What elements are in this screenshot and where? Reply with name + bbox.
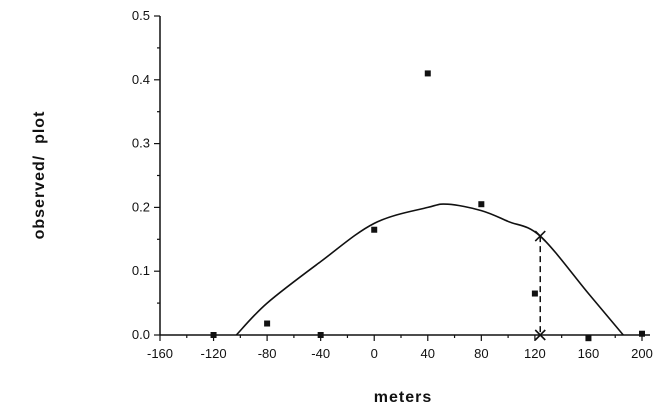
x-tick-label: -120 [201, 346, 227, 361]
x-tick-label: 80 [474, 346, 488, 361]
data-points [210, 70, 645, 342]
y-tick-label: 0.1 [132, 263, 150, 278]
data-point [371, 226, 378, 233]
x-tick-label: 40 [421, 346, 435, 361]
x-tick-label: 0 [371, 346, 378, 361]
x-tick-label: -80 [258, 346, 277, 361]
x-tick-label: 200 [631, 346, 653, 361]
curve-line [235, 203, 624, 336]
x-marker-stroke [534, 329, 546, 341]
x-tick-label: -40 [311, 346, 330, 361]
data-point [424, 70, 431, 77]
x-tick-label: 160 [578, 346, 600, 361]
y-tick-label: 0.4 [132, 72, 150, 87]
data-point [585, 335, 592, 342]
y-tick-label: 0.3 [132, 136, 150, 151]
y-axis-title: observed/ plot [31, 111, 48, 240]
data-point [264, 320, 271, 327]
x-tick-label: -160 [147, 346, 173, 361]
y-tick-label: 0.2 [132, 199, 150, 214]
data-point [531, 290, 538, 297]
axes: 0.0 0.1 0.2 0.3 0.4 0.5 -160 -120 -80 -40 0 40 80 120… [132, 8, 653, 361]
data-point [317, 332, 324, 338]
x-tick-label: 120 [524, 346, 546, 361]
fitted-curve [235, 203, 624, 336]
y-tick-label: 0.0 [132, 327, 150, 342]
data-point [210, 332, 217, 338]
annotations [534, 230, 546, 341]
x-axis-title: meters [374, 389, 432, 406]
data-point [639, 330, 645, 337]
y-tick-label: 0.5 [132, 8, 150, 23]
x-marker [534, 329, 546, 341]
data-point [478, 201, 485, 208]
